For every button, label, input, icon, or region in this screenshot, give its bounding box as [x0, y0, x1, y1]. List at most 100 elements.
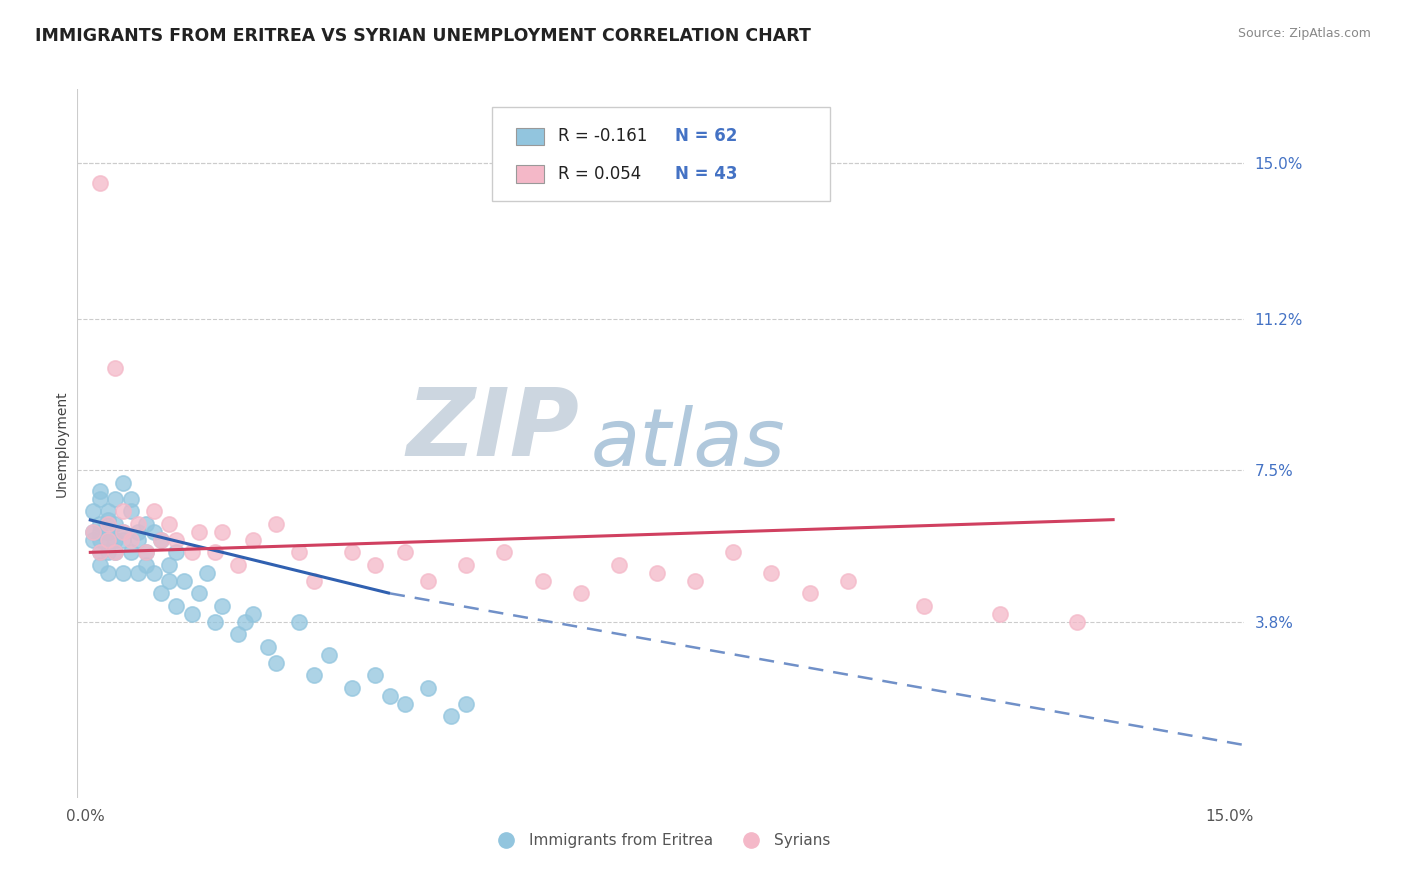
Text: N = 62: N = 62 — [675, 128, 737, 145]
Point — [135, 558, 157, 572]
Y-axis label: Unemployment: Unemployment — [55, 391, 69, 497]
Point — [440, 709, 463, 723]
Point — [120, 545, 142, 559]
Point — [287, 615, 309, 629]
Point — [166, 545, 188, 559]
Point — [302, 668, 325, 682]
Point — [82, 504, 104, 518]
Point — [378, 689, 401, 703]
Point — [142, 566, 165, 580]
Point — [127, 566, 149, 580]
Point — [257, 640, 280, 654]
Point — [188, 524, 211, 539]
Point — [569, 586, 592, 600]
Point — [89, 492, 111, 507]
Point — [157, 558, 180, 572]
Point — [120, 504, 142, 518]
Point — [142, 504, 165, 518]
Legend: Immigrants from Eritrea, Syrians: Immigrants from Eritrea, Syrians — [485, 827, 837, 855]
Point — [418, 574, 440, 588]
Point — [127, 533, 149, 547]
Point — [104, 545, 127, 559]
Point — [912, 599, 935, 613]
Point — [837, 574, 859, 588]
Point — [120, 533, 142, 547]
Point — [456, 697, 478, 711]
Point — [394, 545, 416, 559]
Point — [683, 574, 706, 588]
Point — [607, 558, 630, 572]
Text: Source: ZipAtlas.com: Source: ZipAtlas.com — [1237, 27, 1371, 40]
Point — [135, 545, 157, 559]
Point — [89, 483, 111, 498]
Point — [112, 504, 135, 518]
Point — [157, 516, 180, 531]
Point — [340, 545, 363, 559]
Point — [242, 533, 264, 547]
Point — [135, 545, 157, 559]
Point — [761, 566, 783, 580]
Text: N = 43: N = 43 — [675, 165, 737, 183]
Point — [180, 545, 202, 559]
Point — [89, 545, 111, 559]
Point — [233, 615, 256, 629]
Point — [456, 558, 478, 572]
Point — [112, 533, 135, 547]
Point — [97, 533, 120, 547]
Point — [204, 615, 226, 629]
Text: IMMIGRANTS FROM ERITREA VS SYRIAN UNEMPLOYMENT CORRELATION CHART: IMMIGRANTS FROM ERITREA VS SYRIAN UNEMPL… — [35, 27, 811, 45]
Point — [97, 516, 120, 531]
Text: R = 0.054: R = 0.054 — [558, 165, 641, 183]
Point — [142, 524, 165, 539]
Point — [104, 545, 127, 559]
Point — [89, 516, 111, 531]
Text: ZIP: ZIP — [406, 384, 579, 475]
Point — [394, 697, 416, 711]
Point — [340, 681, 363, 695]
Point — [166, 533, 188, 547]
Point — [531, 574, 554, 588]
Point — [364, 668, 387, 682]
Point — [89, 177, 111, 191]
Point — [120, 492, 142, 507]
Point — [89, 533, 111, 547]
Point — [242, 607, 264, 621]
Point — [82, 524, 104, 539]
Point — [104, 360, 127, 375]
Point — [89, 524, 111, 539]
Text: atlas: atlas — [591, 405, 786, 483]
Point — [264, 656, 287, 670]
Point — [188, 586, 211, 600]
Point — [195, 566, 218, 580]
Point — [89, 545, 111, 559]
Point — [112, 524, 135, 539]
Point — [418, 681, 440, 695]
Point — [112, 524, 135, 539]
Point — [97, 524, 120, 539]
Point — [104, 516, 127, 531]
Point — [494, 545, 516, 559]
Point — [150, 533, 173, 547]
Point — [150, 533, 173, 547]
Point — [104, 492, 127, 507]
Point — [799, 586, 821, 600]
Text: R = -0.161: R = -0.161 — [558, 128, 648, 145]
Point — [204, 545, 226, 559]
Point — [180, 607, 202, 621]
Point — [287, 545, 309, 559]
Point — [82, 524, 104, 539]
Point — [264, 516, 287, 531]
Point — [166, 599, 188, 613]
Point — [97, 504, 120, 518]
Point — [318, 648, 340, 662]
Point — [226, 558, 249, 572]
Point — [127, 516, 149, 531]
Point — [89, 558, 111, 572]
Point — [302, 574, 325, 588]
Point — [97, 545, 120, 559]
Point — [723, 545, 745, 559]
Point — [364, 558, 387, 572]
Point — [97, 566, 120, 580]
Point — [97, 533, 120, 547]
Point — [127, 524, 149, 539]
